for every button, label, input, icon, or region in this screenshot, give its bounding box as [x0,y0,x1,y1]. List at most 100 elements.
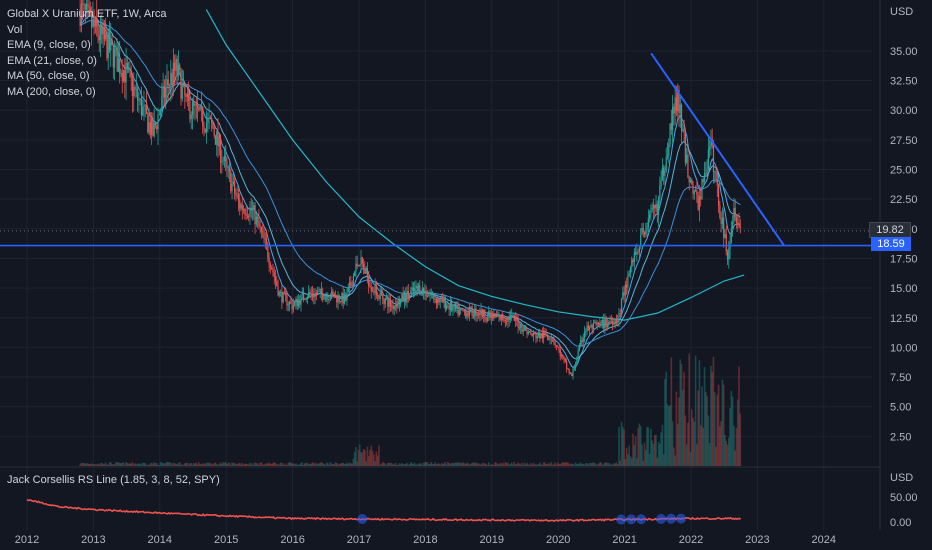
legend-ma200[interactable]: MA (200, close, 0) [7,85,96,98]
volume-bar [352,458,355,466]
volume-bar [332,464,334,466]
time-tick-label: 2018 [413,534,437,546]
volume-bar [540,464,542,466]
volume-bar [108,462,111,466]
rs-pane [26,498,741,525]
candle-body [434,299,436,301]
volume-bar [694,355,697,466]
rs-new-high-dot [666,513,677,524]
volume-bar [145,464,148,466]
legend-ema9[interactable]: EMA (9, close, 0) [7,39,91,51]
time-tick-label: 2020 [546,534,570,546]
legend-title[interactable]: Global X Uranium ETF, 1W, Arca [7,8,167,20]
legend-ema21[interactable]: EMA (21, close, 0) [7,54,97,67]
volume-bar [344,463,347,466]
candle-body [548,337,550,340]
candle-body [188,93,190,102]
volume-bar [665,371,668,466]
candle-body [488,311,490,317]
candle-body [317,291,319,295]
candle-body [582,337,584,343]
candle-body [686,154,688,163]
volume-bar [116,462,118,466]
candle-body [265,238,268,245]
volume-bar [537,464,540,466]
volume-bar [104,462,107,466]
candle-body [371,291,374,293]
rs-tick-label: 0.00 [890,517,911,529]
volume-bar [547,462,550,466]
candle-body [152,118,154,136]
volume-bar [620,421,623,466]
volume-bar [277,464,279,466]
volume-bar [433,463,435,466]
volume-bar [290,462,292,466]
candle-body [640,234,642,247]
candle-body [333,293,335,298]
volume-bar [375,451,378,466]
candle-body [613,324,615,326]
drawing-lines[interactable] [0,52,880,247]
volume-bar [185,462,187,466]
candle-body [402,293,404,302]
price-axis[interactable]: USD35.0032.5030.0027.5025.0022.5020.0017… [881,0,932,550]
candle-body [479,314,481,316]
candle-body [283,291,286,293]
volume-bar [333,464,336,466]
volume-bar [447,462,449,466]
candle-body [153,122,155,136]
volume-bar [136,463,139,466]
candle-body [525,326,527,331]
axis-bg [881,0,932,550]
candle-body [617,321,619,323]
rs-legend[interactable]: Jack Corsellis RS Line (1.85, 3, 8, 52, … [7,474,220,486]
candle-body [460,308,462,310]
volume-bar [148,464,150,466]
volume-bar [192,463,195,466]
candle-body [637,251,639,253]
volume-bar [489,464,491,466]
rs-new-high-dot [636,514,647,525]
candle-body [391,305,393,307]
volume-bar [591,462,593,466]
volume-bar [501,462,504,466]
candle-body [503,319,505,321]
candle-body [549,338,551,340]
candle-body [720,216,722,225]
volume-bar [679,359,682,466]
volume-bar [224,462,227,466]
volume-bar [412,464,415,466]
candle-body [495,316,497,318]
price-tick-label: 30.00 [890,105,918,117]
legend-ma50[interactable]: MA (50, close, 0) [7,70,90,82]
candle-body [196,104,199,109]
time-tick-label: 2016 [280,534,304,546]
volume-bar [670,357,673,466]
candle-body [96,17,98,27]
volume-bar [726,444,729,466]
volume-bar [514,464,517,466]
candle-body [269,264,271,269]
volume-bar [366,446,369,466]
descending-trendline[interactable] [650,52,785,246]
candle-body [262,231,264,233]
volume-bar [223,462,226,466]
candle-body [239,200,241,209]
volume-bar [324,464,327,466]
candle-body [88,6,90,9]
candle-body [448,306,450,310]
candle-body [633,252,635,263]
candle-body [594,322,596,324]
time-axis[interactable]: 2012 2013 2014 2015 2016 2017 2018 2019 2020 2021… [15,534,836,546]
volume-bar [214,462,217,466]
volume-bar [528,464,531,466]
candle-body [645,230,647,235]
volume-bar [696,444,698,466]
candle-body [83,4,85,6]
candle-body [592,322,595,330]
volume-bar [246,464,249,466]
legend-vol[interactable]: Vol [7,23,23,36]
volume-bar [297,464,300,466]
volume-bar [623,429,625,466]
